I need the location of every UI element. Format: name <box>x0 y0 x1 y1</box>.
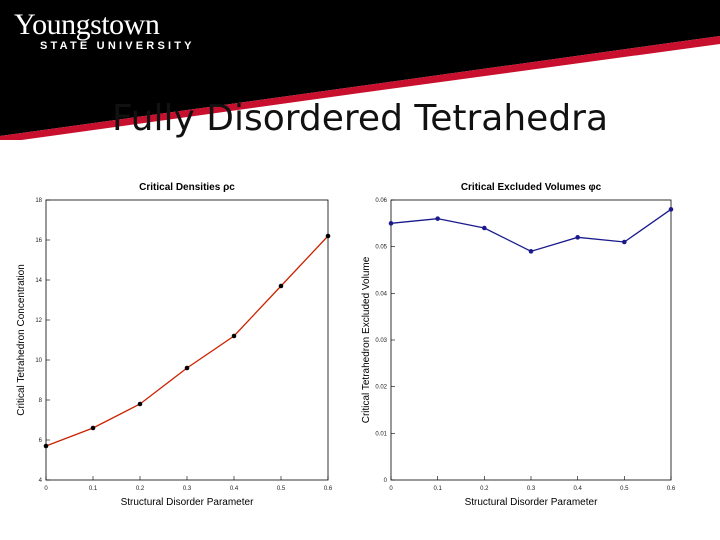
banner-black-shape <box>0 0 720 136</box>
y-axis-label: Critical Tetrahedron Excluded Volume <box>361 256 372 423</box>
critical-densities-chart: 0 0.1 0.2 0.3 0.4 0.5 0.6 4 6 8 10 12 14 16 18 Critical… <box>8 172 348 512</box>
y-tick-label: 16 <box>35 238 42 244</box>
x-tick-label: 0.6 <box>324 486 333 492</box>
chart-title: Critical Densities ρc <box>139 182 235 193</box>
y-tick-label: 18 <box>35 198 42 204</box>
chart-title: Critical Excluded Volumes φc <box>461 182 602 193</box>
data-point <box>90 425 96 431</box>
x-tick-label: 0.3 <box>527 486 536 492</box>
data-point <box>43 443 49 449</box>
y-tick-label: 0 <box>384 478 388 484</box>
x-tick-label: 0.1 <box>89 486 98 492</box>
critical-densities-svg: 0 0.1 0.2 0.3 0.4 0.5 0.6 4 6 8 10 12 14 16 18 Critical… <box>16 182 333 508</box>
x-tick-label: 0.5 <box>277 486 286 492</box>
critical-excluded-volumes-chart: 0 0.1 0.2 0.3 0.4 0.5 0.6 0 0.01 0.02 0.03 0.04 0.05… <box>358 172 688 512</box>
y-tick-label: 0.01 <box>375 431 387 437</box>
x-tick-label: 0.4 <box>230 486 239 492</box>
slide-title: Fully Disordered Tetrahedra <box>111 98 609 139</box>
header-banner <box>0 0 720 140</box>
plot-frame <box>390 199 672 481</box>
y-tick-label: 10 <box>35 358 42 364</box>
logo-wordmark: Youngstown <box>14 8 160 41</box>
x-tick-label: 0.2 <box>480 486 489 492</box>
y-tick-label: 6 <box>39 438 43 444</box>
data-point <box>231 333 237 339</box>
data-point <box>435 216 440 221</box>
y-tick-label: 0.05 <box>375 245 387 251</box>
y-tick-label: 14 <box>35 278 42 284</box>
banner-red-stripe <box>0 36 720 140</box>
logo-subtitle: STATE UNIVERSITY <box>40 40 195 52</box>
y-tick-label: 4 <box>39 478 43 484</box>
y-tick-label: 0.03 <box>375 338 387 344</box>
data-point <box>528 249 534 254</box>
y-tick-label: 8 <box>39 398 43 404</box>
data-point <box>575 235 580 240</box>
y-tick-label: 0.06 <box>375 198 387 204</box>
data-point <box>278 283 284 289</box>
x-tick-label: 0 <box>44 486 48 492</box>
plot-frame <box>45 199 329 481</box>
y-tick-label: 12 <box>35 318 42 324</box>
x-tick-label: 0.3 <box>183 486 192 492</box>
x-tick-label: 0.5 <box>620 486 629 492</box>
data-point <box>482 225 487 231</box>
x-tick-label: 0 <box>389 486 393 492</box>
critical-excluded-volumes-svg: 0 0.1 0.2 0.3 0.4 0.5 0.6 0 0.01 0.02 0.03 0.04 0.05… <box>361 182 676 508</box>
x-tick-label: 0.4 <box>573 486 582 492</box>
x-axis-label: Structural Disorder Parameter <box>465 497 598 508</box>
data-point <box>668 207 674 212</box>
x-axis-label: Structural Disorder Parameter <box>121 497 254 508</box>
data-point <box>184 365 190 371</box>
data-point <box>137 401 143 407</box>
y-tick-label: 0.02 <box>375 385 387 391</box>
data-point <box>325 233 331 239</box>
x-tick-label: 0.2 <box>136 486 145 492</box>
y-axis-label: Critical Tetrahedron Concentration <box>16 264 27 416</box>
x-tick-label: 0.1 <box>433 486 442 492</box>
data-point <box>388 221 394 226</box>
x-tick-label: 0.6 <box>667 486 676 492</box>
y-tick-label: 0.04 <box>375 291 387 297</box>
university-logo: Youngstown STATE UNIVERSITY <box>14 8 195 52</box>
data-point <box>622 239 627 245</box>
